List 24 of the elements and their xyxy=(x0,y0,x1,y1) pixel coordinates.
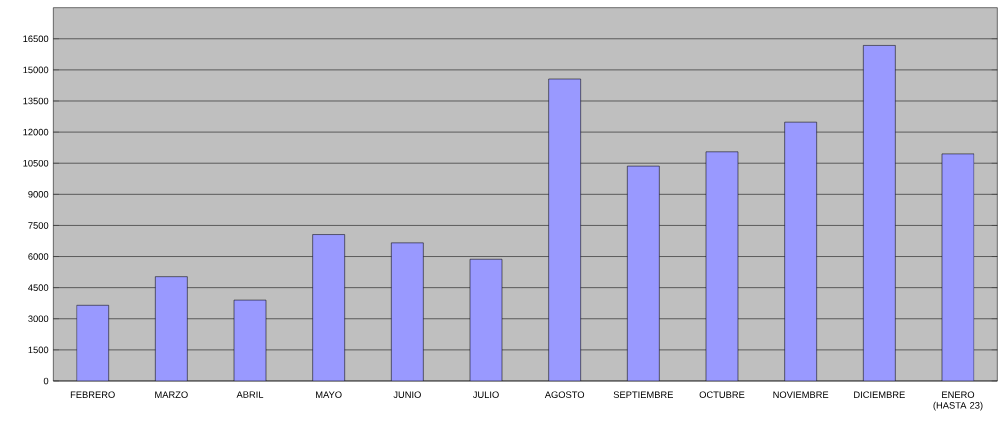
x-tick-label: AGOSTO xyxy=(544,391,585,398)
y-tick-label: 16500 xyxy=(23,35,49,43)
y-tick-label: 4500 xyxy=(28,284,49,291)
x-tick-label: MARZO xyxy=(155,391,188,398)
x-tick-label: DICIEMBRE xyxy=(854,391,905,398)
x-tick-label: ABRIL xyxy=(236,391,264,398)
y-tick-label: 1500 xyxy=(28,346,49,354)
y-tick-label: 3000 xyxy=(28,315,49,323)
y-tick-label: 0 xyxy=(43,377,49,385)
x-tick-label: OCTUBRE xyxy=(699,391,745,398)
x-tick-label: MAYO xyxy=(316,391,342,398)
x-tick-label: ENERO (HASTA 23) xyxy=(933,391,983,411)
x-tick-label: JUNIO xyxy=(393,391,421,398)
y-tick-label: 9000 xyxy=(28,191,49,198)
y-tick-label: 13500 xyxy=(23,97,49,105)
y-tick-label: 12000 xyxy=(23,128,49,136)
x-tick-label: FEBRERO xyxy=(70,391,115,398)
y-tick-label: 15000 xyxy=(23,66,49,74)
x-tick-label: SEPTIEMBRE xyxy=(613,391,673,398)
y-tick-label: 6000 xyxy=(28,253,49,260)
x-tick-label: NOVIEMBRE xyxy=(773,391,829,398)
x-tick-label: JULIO xyxy=(472,391,499,398)
y-tick-label: 7500 xyxy=(28,222,49,229)
y-tick-label: 10500 xyxy=(23,159,49,167)
